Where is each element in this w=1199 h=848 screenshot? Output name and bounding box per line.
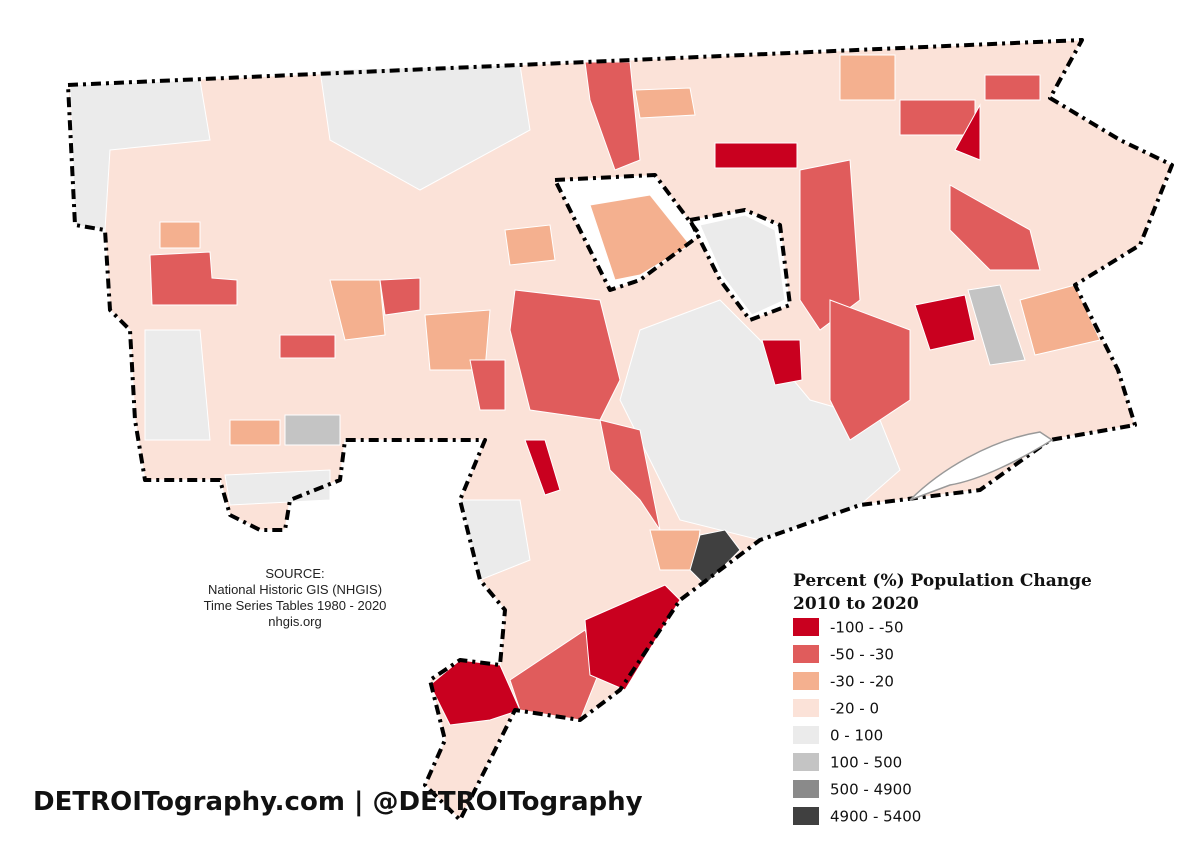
legend-swatch bbox=[793, 807, 819, 825]
legend-label: 4900 - 5400 bbox=[830, 808, 921, 826]
tract bbox=[714, 142, 798, 169]
legend-swatch bbox=[793, 672, 819, 690]
legend-label: 100 - 500 bbox=[830, 754, 902, 772]
tract bbox=[949, 184, 1041, 271]
tract bbox=[144, 329, 211, 441]
tract bbox=[599, 419, 661, 531]
belle-isle bbox=[909, 431, 1054, 501]
tract bbox=[589, 194, 691, 281]
legend-swatch bbox=[793, 699, 819, 717]
tract bbox=[954, 103, 981, 161]
tract bbox=[229, 419, 281, 446]
legend-label: -30 - -20 bbox=[830, 673, 894, 691]
tract bbox=[699, 214, 786, 316]
legend-title: Percent (%) Population Change bbox=[793, 571, 1092, 591]
tract bbox=[149, 251, 238, 306]
source-line: Time Series Tables 1980 - 2020 bbox=[204, 598, 387, 613]
tract bbox=[279, 334, 336, 359]
legend-label: 500 - 4900 bbox=[830, 781, 912, 799]
tract bbox=[634, 87, 696, 119]
tract bbox=[504, 224, 556, 266]
legend-label: 0 - 100 bbox=[830, 727, 883, 745]
legend-swatch bbox=[793, 726, 819, 744]
source-block: SOURCE:National Historic GIS (NHGIS)Time… bbox=[204, 566, 387, 629]
tract bbox=[159, 221, 201, 249]
legend-label: -50 - -30 bbox=[830, 646, 894, 664]
tract bbox=[379, 277, 421, 316]
map bbox=[66, 38, 1174, 822]
tract bbox=[899, 99, 976, 136]
tract bbox=[584, 584, 681, 691]
city-border bbox=[66, 38, 1174, 822]
legend-title: 2010 to 2020 bbox=[793, 594, 919, 614]
branding: DETROITography.com | @DETROITography bbox=[33, 787, 643, 817]
tract bbox=[914, 294, 976, 351]
tract bbox=[524, 439, 561, 496]
tract bbox=[761, 339, 803, 386]
enclave-border bbox=[553, 173, 702, 292]
tract bbox=[839, 54, 896, 101]
tract bbox=[967, 284, 1026, 366]
source-line: National Historic GIS (NHGIS) bbox=[208, 582, 382, 597]
tract bbox=[984, 74, 1041, 101]
enclave-border bbox=[688, 208, 792, 322]
tract bbox=[284, 414, 341, 446]
tract bbox=[509, 629, 601, 721]
tract bbox=[619, 299, 901, 541]
legend-label: -20 - 0 bbox=[830, 700, 879, 718]
legend-swatch bbox=[793, 645, 819, 663]
tract bbox=[829, 299, 911, 441]
tract bbox=[469, 359, 506, 411]
legend-label: -100 - -50 bbox=[830, 619, 904, 637]
legend-swatch bbox=[793, 753, 819, 771]
tract bbox=[329, 279, 386, 341]
source-line: SOURCE: bbox=[265, 566, 324, 581]
legend-swatch bbox=[793, 780, 819, 798]
legend: Percent (%) Population Change 2010 to 202… bbox=[793, 571, 1092, 826]
source-line: nhgis.org bbox=[268, 614, 321, 629]
legend-swatch bbox=[793, 618, 819, 636]
tract bbox=[1019, 284, 1101, 356]
tract bbox=[224, 469, 331, 506]
